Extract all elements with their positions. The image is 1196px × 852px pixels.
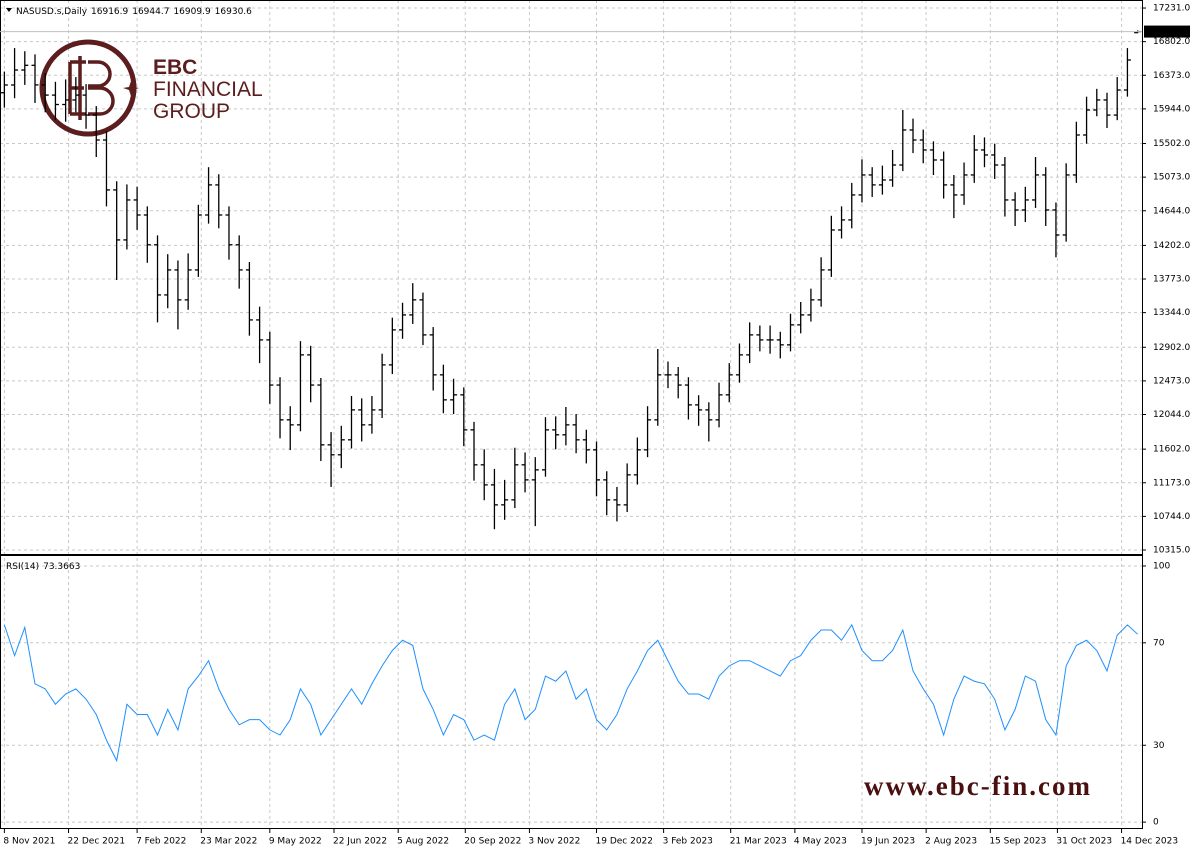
indicator-header: RSI(14) 73.3663 [6, 562, 80, 572]
x-tick-label: 15 Sep 2023 [989, 837, 1046, 847]
indicator-value: 73.3663 [43, 562, 80, 572]
grid [0, 0, 1142, 828]
y-tick-label: 10315.0 [1153, 546, 1190, 556]
x-tick-label: 31 Oct 2023 [1056, 837, 1112, 847]
y-tick-label: 16373.0 [1153, 71, 1190, 81]
y-tick-label: 11173.0 [1153, 478, 1190, 488]
logo-monogram [68, 56, 115, 120]
logo: EBC FINANCIAL GROUP [39, 39, 263, 137]
y-tick-label: 14644.0 [1153, 206, 1190, 216]
header-high: 16944.7 [132, 7, 169, 17]
y-tick-label: 100 [1153, 561, 1170, 571]
menu-arrow [6, 8, 12, 12]
y-tick-label: 13773.0 [1153, 275, 1190, 285]
y-tick-label: 0 [1153, 818, 1159, 828]
x-tick-label: 3 Nov 2022 [528, 837, 580, 847]
x-tick-label: 5 Aug 2022 [397, 837, 449, 847]
x-tick-label: 7 Feb 2022 [136, 837, 186, 847]
header-title: NASUSD.s,Daily [16, 7, 88, 17]
x-tick-label: 23 Mar 2022 [200, 837, 257, 847]
x-tick-label: 2 Aug 2023 [925, 837, 977, 847]
y-tick-label: 13344.0 [1153, 308, 1190, 318]
header-low: 16909.9 [173, 7, 210, 17]
x-tick-label: 19 Dec 2022 [596, 837, 654, 847]
logo-star [123, 81, 139, 96]
x-tick-label: 9 May 2022 [269, 837, 322, 847]
y-tick-label: 17231.0 [1153, 4, 1190, 14]
y-tick-label: 16802.0 [1153, 37, 1190, 47]
y-tick-label: 11602.0 [1153, 445, 1190, 455]
x-tick-label: 19 Jun 2023 [861, 837, 915, 847]
x-tick-label: 22 Dec 2021 [68, 837, 126, 847]
y-tick-label: 12902.0 [1153, 343, 1190, 353]
y-tick-label: 70 [1153, 638, 1165, 648]
y-tick-label: 12473.0 [1153, 376, 1190, 386]
rsi-line [3, 623, 1138, 763]
price-box [1144, 25, 1190, 38]
indicator-title: RSI(14) [6, 562, 39, 572]
x-tick-label: 3 Feb 2023 [663, 837, 713, 847]
x-tick-label: 14 Dec 2023 [1121, 837, 1179, 847]
y-tick-label: 15502.0 [1153, 139, 1190, 149]
watermark-url: www.ebc-fin.com [864, 771, 1092, 801]
y-tick-label: 15073.0 [1153, 173, 1190, 183]
x-tick-label: 21 Mar 2023 [730, 837, 787, 847]
y-tick-label: 10744.0 [1153, 512, 1190, 522]
y-tick-label: 12044.0 [1153, 410, 1190, 420]
x-tick-label: 22 Jun 2022 [333, 837, 387, 847]
price-label: 16930.6 [1147, 27, 1184, 37]
y-tick-label: 15944.0 [1153, 104, 1190, 114]
x-tick-label: 20 Sep 2022 [464, 837, 521, 847]
header-close: 16930.6 [215, 7, 252, 17]
y-tick-label: 14202.0 [1153, 241, 1190, 251]
logo-line: FINANCIAL [153, 78, 263, 101]
chart-header: NASUSD.s,Daily 16916.9 16944.7 16909.9 16930… [16, 7, 252, 17]
x-tick-label: 4 May 2023 [794, 837, 847, 847]
y-tick-label: 30 [1153, 741, 1165, 751]
header-open: 16916.9 [91, 7, 128, 17]
logo-line: GROUP [153, 100, 230, 123]
x-tick-label: 8 Nov 2021 [3, 837, 55, 847]
logo-brand: EBC [153, 56, 197, 79]
plot [0, 30, 1142, 763]
